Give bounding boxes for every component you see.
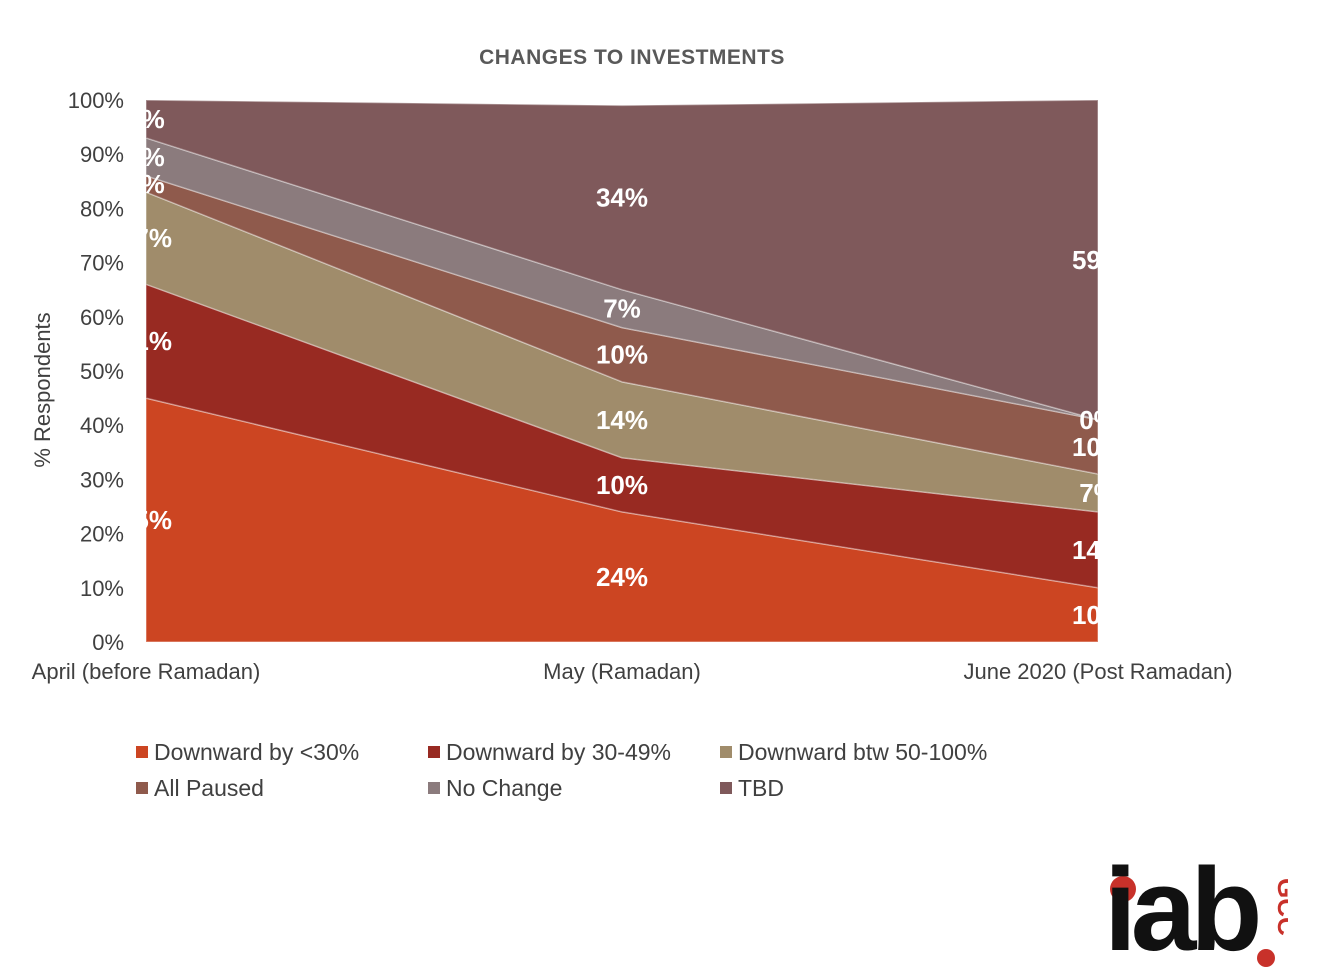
logo-gcc-text: GCC: [1272, 878, 1288, 936]
legend-swatch: [136, 746, 148, 758]
data-labels: 45%24%10%21%10%14%17%14%7%3%10%10%7%7%0%…: [120, 104, 1124, 630]
data-label: 10%: [596, 340, 648, 370]
area-tbd: [145, 99, 1099, 421]
legend-item: Downward by 30-49%: [428, 738, 720, 766]
data-label: 14%: [596, 405, 648, 435]
iab-gcc-logo: iab GCC: [1100, 844, 1300, 976]
logo-text: iab: [1104, 844, 1262, 976]
legend-item: TBD: [720, 774, 1020, 802]
legend-label: TBD: [738, 774, 784, 801]
legend-item: All Paused: [136, 774, 428, 802]
data-label: 17%: [120, 223, 172, 253]
data-label: 14%: [1072, 535, 1124, 565]
logo-dot: [1110, 876, 1136, 902]
y-tick-label: 50%: [80, 359, 124, 384]
data-label: 7%: [603, 294, 641, 324]
y-axis-ticks: 0% 10% 20% 30% 40% 50% 60% 70% 80% 90% 100%: [68, 88, 124, 655]
legend-label: No Change: [446, 774, 563, 801]
legend-item: Downward btw 50-100%: [720, 738, 1020, 766]
y-axis-label: % Respondents: [30, 312, 55, 467]
data-label: 21%: [120, 326, 172, 356]
legend-label: All Paused: [154, 774, 264, 801]
logo-gcc-mark: GCC: [1257, 878, 1288, 967]
y-tick-label: 100%: [68, 88, 124, 113]
data-label: 7%: [127, 104, 165, 134]
legend-swatch: [720, 782, 732, 794]
y-tick-label: 30%: [80, 467, 124, 492]
data-label: 10%: [596, 470, 648, 500]
legend-item: No Change: [428, 774, 720, 802]
data-label: 10%: [1072, 600, 1124, 630]
legend-swatch: [136, 782, 148, 794]
area-layers: [145, 99, 1099, 643]
data-label: 0%: [1079, 405, 1117, 435]
legend-item: Downward by <30%: [136, 738, 428, 766]
y-tick-label: 60%: [80, 305, 124, 330]
y-tick-label: 40%: [80, 413, 124, 438]
x-category-label: May (Ramadan): [543, 659, 701, 684]
y-tick-label: 80%: [80, 196, 124, 221]
y-tick-label: 70%: [80, 251, 124, 276]
data-label: 59%: [1072, 245, 1124, 275]
y-tick-label: 10%: [80, 576, 124, 601]
data-label: 24%: [596, 562, 648, 592]
legend-swatch: [720, 746, 732, 758]
chart-title: CHANGES TO INVESTMENTS: [479, 46, 785, 69]
legend-label: Downward by <30%: [154, 738, 360, 765]
x-axis-categories: April (before Ramadan) May (Ramadan) June …: [32, 659, 1233, 684]
legend-swatch: [428, 746, 440, 758]
legend-label: Downward btw 50-100%: [738, 738, 988, 765]
legend-swatch: [428, 782, 440, 794]
y-tick-label: 90%: [80, 142, 124, 167]
data-label: 45%: [120, 505, 172, 535]
legend-label: Downward by 30-49%: [446, 738, 672, 765]
legend: Downward by <30% Downward by 30-49% Downwa…: [136, 738, 1036, 802]
data-label: 34%: [596, 183, 648, 213]
x-category-label: April (before Ramadan): [32, 659, 261, 684]
x-category-label: June 2020 (Post Ramadan): [963, 659, 1232, 684]
data-label: 10%: [1072, 432, 1124, 462]
y-tick-label: 20%: [80, 522, 124, 547]
data-label: 7%: [1079, 478, 1117, 508]
y-tick-label: 0%: [92, 630, 124, 655]
data-label: 3%: [127, 169, 165, 199]
data-label: 7%: [127, 142, 165, 172]
